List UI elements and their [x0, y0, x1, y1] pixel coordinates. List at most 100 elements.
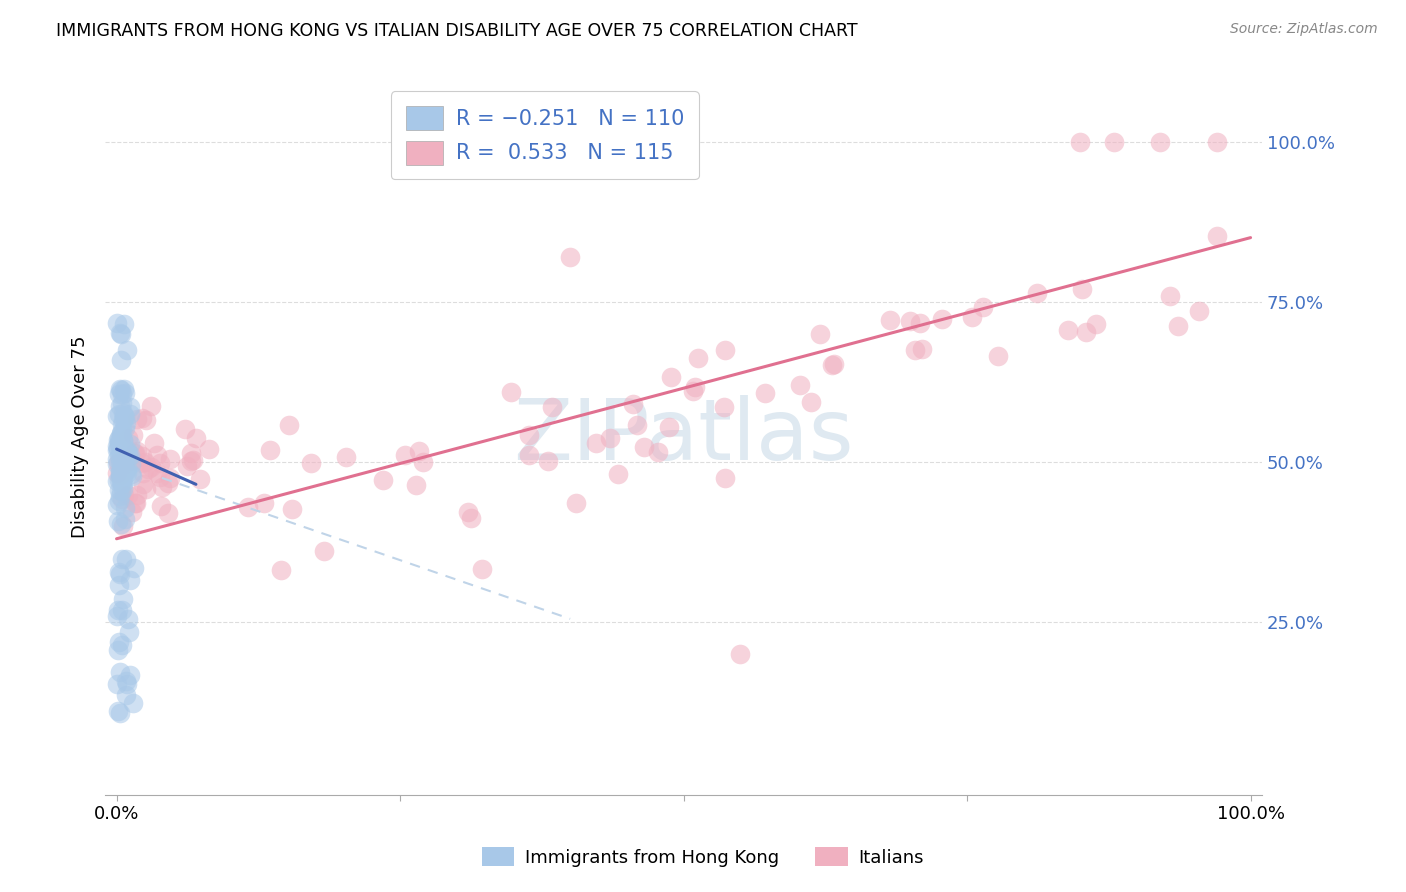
Point: [1167, 318, 1189, 333]
Point: [111, 434, 134, 448]
Point: [108, 464, 131, 478]
Legend: R = −0.251   N = 110, R =  0.533   N = 115: R = −0.251 N = 110, R = 0.533 N = 115: [391, 92, 699, 179]
Point: [188, 472, 211, 486]
Point: [111, 424, 134, 438]
Point: [108, 434, 131, 448]
Point: [108, 449, 131, 463]
Point: [107, 603, 129, 617]
Legend: Immigrants from Hong Kong, Italians: Immigrants from Hong Kong, Italians: [475, 840, 931, 874]
Point: [131, 410, 153, 425]
Point: [132, 477, 155, 491]
Point: [105, 452, 128, 467]
Point: [108, 431, 131, 445]
Point: [1074, 325, 1097, 339]
Point: [111, 451, 134, 466]
Point: [107, 494, 129, 508]
Point: [139, 399, 162, 413]
Point: [125, 411, 148, 425]
Point: [150, 480, 173, 494]
Point: [110, 445, 132, 459]
Point: [713, 343, 735, 358]
Point: [135, 413, 157, 427]
Point: [146, 449, 169, 463]
Point: [114, 457, 136, 471]
Point: [115, 552, 138, 566]
Point: [540, 400, 562, 414]
Point: [149, 456, 172, 470]
Point: [501, 384, 523, 399]
Point: [299, 456, 322, 470]
Point: [910, 342, 932, 356]
Point: [259, 442, 281, 457]
Point: [124, 446, 146, 460]
Point: [111, 476, 134, 491]
Point: [159, 452, 181, 467]
Point: [184, 431, 207, 445]
Point: [107, 498, 129, 512]
Point: [107, 457, 129, 471]
Point: [789, 377, 811, 392]
Point: [159, 471, 181, 485]
Point: [114, 465, 136, 479]
Point: [149, 470, 172, 484]
Point: [118, 573, 141, 587]
Point: [122, 561, 145, 575]
Point: [110, 383, 132, 397]
Point: [107, 635, 129, 649]
Point: [821, 358, 844, 372]
Point: [1085, 318, 1108, 332]
Point: [112, 488, 135, 502]
Point: [110, 439, 132, 453]
Point: [728, 647, 751, 661]
Point: [105, 409, 128, 424]
Point: [114, 442, 136, 456]
Text: ZIPatlas: ZIPatlas: [513, 395, 853, 478]
Point: [105, 676, 128, 690]
Point: [713, 401, 735, 415]
Point: [960, 310, 983, 325]
Point: [107, 466, 129, 480]
Point: [1069, 135, 1091, 149]
Point: [131, 456, 153, 470]
Point: [1159, 289, 1181, 303]
Point: [335, 450, 357, 465]
Point: [115, 343, 138, 357]
Point: [108, 467, 131, 482]
Point: [1104, 135, 1126, 149]
Point: [1205, 135, 1227, 149]
Point: [107, 434, 129, 448]
Point: [117, 446, 139, 460]
Point: [156, 506, 179, 520]
Point: [565, 496, 588, 510]
Point: [107, 407, 129, 421]
Point: [1206, 228, 1229, 243]
Point: [117, 431, 139, 445]
Point: [114, 410, 136, 425]
Point: [111, 461, 134, 475]
Point: [107, 704, 129, 718]
Point: [931, 312, 953, 326]
Point: [115, 442, 138, 457]
Point: [394, 449, 416, 463]
Point: [131, 449, 153, 463]
Point: [107, 565, 129, 579]
Point: [270, 563, 292, 577]
Point: [118, 450, 141, 464]
Point: [460, 511, 482, 525]
Point: [121, 428, 143, 442]
Point: [659, 369, 682, 384]
Point: [180, 454, 202, 468]
Point: [118, 448, 141, 462]
Point: [125, 496, 148, 510]
Point: [517, 449, 540, 463]
Point: [114, 421, 136, 435]
Point: [108, 452, 131, 467]
Point: [800, 395, 823, 409]
Point: [114, 674, 136, 689]
Point: [134, 455, 156, 469]
Point: [110, 665, 132, 679]
Point: [136, 462, 159, 476]
Point: [120, 458, 142, 472]
Point: [112, 475, 135, 490]
Point: [156, 475, 179, 490]
